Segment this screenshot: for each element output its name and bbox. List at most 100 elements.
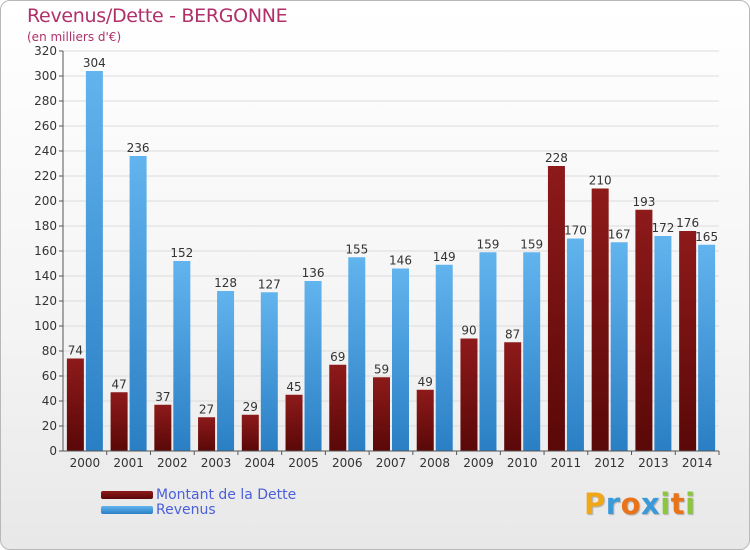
y-tick-label: 240 [34, 144, 57, 158]
legend-item-revenus: Revenus [101, 501, 296, 518]
x-tick-label: 2007 [376, 456, 407, 470]
data-label-dette-2008: 49 [418, 375, 433, 389]
bar-revenus-2003 [217, 291, 235, 451]
data-label-revenus-2011: 170 [564, 224, 587, 238]
chart-subtitle: (en milliers d'€) [27, 30, 122, 44]
y-axis-ticks: 0 20 40 60 80 100 120 140 160 180 200 220 240 260 280 3… [34, 44, 63, 458]
y-tick-label: 320 [34, 44, 57, 58]
y-tick-label: 0 [49, 444, 57, 458]
x-tick-label: 2001 [113, 456, 144, 470]
bar-dette-2003 [198, 417, 216, 451]
y-tick-label: 20 [42, 419, 57, 433]
y-tick-label: 220 [34, 169, 57, 183]
proxiti-logo: Proxiti [584, 487, 696, 521]
data-label-dette-2003: 27 [199, 402, 214, 416]
x-tick-label: 2010 [507, 456, 538, 470]
bar-revenus-2008 [435, 264, 453, 451]
chart-title: Revenus/Dette - BERGONNE [27, 5, 288, 27]
logo-letter: x [641, 487, 661, 521]
data-label-dette-2013: 193 [632, 195, 655, 209]
bar-dette-2006 [329, 364, 347, 451]
bar-dette-2011 [547, 166, 565, 451]
bar-revenus-2002 [173, 261, 191, 451]
data-label-revenus-2012: 167 [608, 227, 631, 241]
bar-dette-2005 [285, 394, 303, 451]
bar-revenus-2006 [348, 257, 366, 451]
y-tick-label: 260 [34, 119, 57, 133]
bar-revenus-2001 [129, 156, 147, 451]
x-tick-label: 2005 [288, 456, 319, 470]
data-label-dette-2011: 228 [545, 151, 568, 165]
logo-letter: i [660, 487, 671, 521]
data-label-revenus-2009: 159 [477, 237, 500, 251]
data-label-dette-2014: 176 [676, 216, 699, 230]
data-label-revenus-2010: 159 [520, 237, 543, 251]
bar-dette-2012 [591, 188, 609, 451]
bars [66, 71, 716, 451]
x-tick-label: 2011 [551, 456, 582, 470]
x-tick-label: 2000 [70, 456, 101, 470]
x-tick-label: 2012 [594, 456, 625, 470]
bar-dette-2002 [154, 404, 172, 451]
bar-revenus-2012 [610, 242, 628, 451]
bar-dette-2008 [416, 389, 434, 451]
data-label-revenus-2001: 236 [127, 141, 150, 155]
legend-swatch-revenus [101, 505, 153, 514]
data-label-dette-2006: 69 [330, 350, 345, 364]
bar-revenus-2010 [523, 252, 541, 451]
data-label-revenus-2004: 127 [258, 277, 281, 291]
data-label-dette-2012: 210 [589, 174, 612, 188]
logo-letter: r [605, 487, 621, 521]
bar-revenus-2000 [85, 71, 103, 451]
y-tick-label: 120 [34, 294, 57, 308]
y-tick-label: 60 [42, 369, 57, 383]
data-label-dette-2010: 87 [505, 327, 520, 341]
data-label-revenus-2003: 128 [214, 276, 237, 290]
bar-dette-2004 [241, 414, 259, 451]
y-tick-label: 80 [42, 344, 57, 358]
data-label-revenus-2008: 149 [433, 250, 456, 264]
data-label-revenus-2007: 146 [389, 254, 412, 268]
legend-item-dette: Montant de la Dette [101, 486, 297, 503]
x-tick-label: 2008 [419, 456, 450, 470]
y-tick-label: 140 [34, 269, 57, 283]
x-tick-label: 2009 [463, 456, 494, 470]
bar-revenus-2004 [260, 292, 278, 451]
data-label-revenus-2002: 152 [170, 246, 193, 260]
data-label-dette-2000: 74 [68, 344, 83, 358]
data-label-dette-2005: 45 [286, 380, 301, 394]
x-tick-label: 2002 [157, 456, 188, 470]
axes [62, 51, 719, 452]
bar-dette-2010 [504, 342, 522, 451]
legend-label-revenus: Revenus [156, 501, 216, 518]
data-label-revenus-2000: 304 [83, 56, 106, 70]
x-tick-label: 2006 [332, 456, 363, 470]
y-tick-label: 100 [34, 319, 57, 333]
data-label-dette-2002: 37 [155, 390, 170, 404]
bar-revenus-2011 [566, 238, 584, 451]
y-tick-label: 300 [34, 69, 57, 83]
x-tick-label: 2003 [201, 456, 232, 470]
grid-lines [63, 50, 719, 452]
data-label-dette-2007: 59 [374, 362, 389, 376]
bar-dette-2014 [679, 231, 697, 451]
legend-swatch-dette [101, 490, 153, 499]
bar-revenus-2014 [698, 244, 716, 451]
data-label-dette-2001: 47 [111, 377, 126, 391]
data-labels: 74 304 47 236 37 152 27 128 29 127 45 136 69 155 59 146… [68, 56, 718, 416]
bar-dette-2013 [635, 209, 653, 451]
y-tick-label: 40 [42, 394, 57, 408]
bar-dette-2001 [110, 392, 128, 451]
y-tick-label: 200 [34, 194, 57, 208]
y-tick-label: 280 [34, 94, 57, 108]
x-tick-label: 2013 [638, 456, 669, 470]
bar-dette-2000 [66, 358, 84, 451]
legend-label-dette: Montant de la Dette [156, 486, 297, 503]
x-tick-label: 2004 [245, 456, 276, 470]
data-label-revenus-2006: 155 [345, 242, 368, 256]
y-tick-label: 180 [34, 219, 57, 233]
data-label-revenus-2014: 165 [695, 230, 718, 244]
logo-letter: P [584, 487, 606, 521]
bar-dette-2009 [460, 338, 478, 451]
